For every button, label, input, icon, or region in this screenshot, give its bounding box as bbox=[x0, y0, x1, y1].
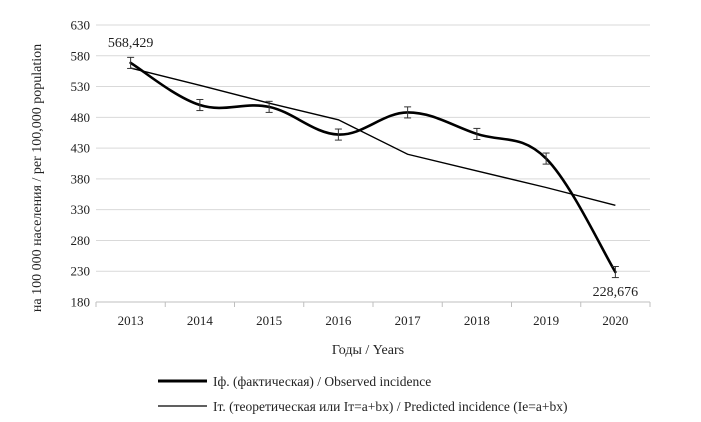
x-tick-label: 2019 bbox=[533, 313, 559, 328]
error-bar bbox=[611, 265, 619, 279]
error-bar bbox=[542, 152, 550, 165]
y-tick-label: 480 bbox=[71, 110, 91, 125]
y-tick-label: 630 bbox=[71, 18, 91, 33]
data-labels: 568,429 228,676 bbox=[108, 36, 638, 300]
error-bar bbox=[473, 127, 481, 140]
legend: Iф. (фактическая) / Observed incidence I… bbox=[158, 374, 568, 414]
gridlines bbox=[96, 24, 650, 272]
series-line-predicted bbox=[130, 67, 616, 207]
y-tick-label: 530 bbox=[71, 79, 91, 94]
x-tick-label: 2017 bbox=[395, 313, 422, 328]
x-tick-label: 2016 bbox=[325, 313, 352, 328]
axes bbox=[95, 301, 651, 307]
error-bar bbox=[404, 106, 412, 119]
y-tick-labels: 180 230 280 330 380 430 480 530 580 630 bbox=[71, 18, 91, 310]
y-tick-label: 230 bbox=[71, 264, 91, 279]
error-bar bbox=[127, 56, 135, 69]
y-tick-label: 180 bbox=[71, 295, 91, 310]
data-label: 228,676 bbox=[593, 285, 639, 300]
x-tick-label: 2015 bbox=[256, 313, 282, 328]
y-tick-label: 380 bbox=[71, 171, 91, 186]
y-axis-title: на 100 000 населения / per 100,000 popul… bbox=[30, 44, 45, 312]
legend-label-observed: Iф. (фактическая) / Observed incidence bbox=[213, 374, 431, 389]
y-tick-label: 280 bbox=[71, 233, 91, 248]
x-tick-label: 2020 bbox=[602, 313, 628, 328]
legend-label-predicted: Iт. (теоретическая или Iт=a+bx) / Predic… bbox=[213, 399, 568, 414]
y-tick-label: 330 bbox=[71, 202, 91, 217]
series-layer bbox=[127, 56, 619, 279]
error-bar bbox=[265, 100, 273, 113]
x-tick-label: 2013 bbox=[118, 313, 144, 328]
x-tick-label: 2014 bbox=[187, 313, 214, 328]
x-tick-labels: 2013 2014 2015 2016 2017 2018 2019 2020 bbox=[118, 313, 629, 328]
y-tick-label: 430 bbox=[71, 141, 91, 156]
error-bar bbox=[334, 128, 342, 141]
data-label: 568,429 bbox=[108, 36, 154, 51]
y-tick-label: 580 bbox=[71, 48, 91, 63]
error-bar bbox=[196, 98, 204, 112]
x-axis-title: Годы / Years bbox=[332, 343, 404, 358]
x-tick-label: 2018 bbox=[464, 313, 490, 328]
